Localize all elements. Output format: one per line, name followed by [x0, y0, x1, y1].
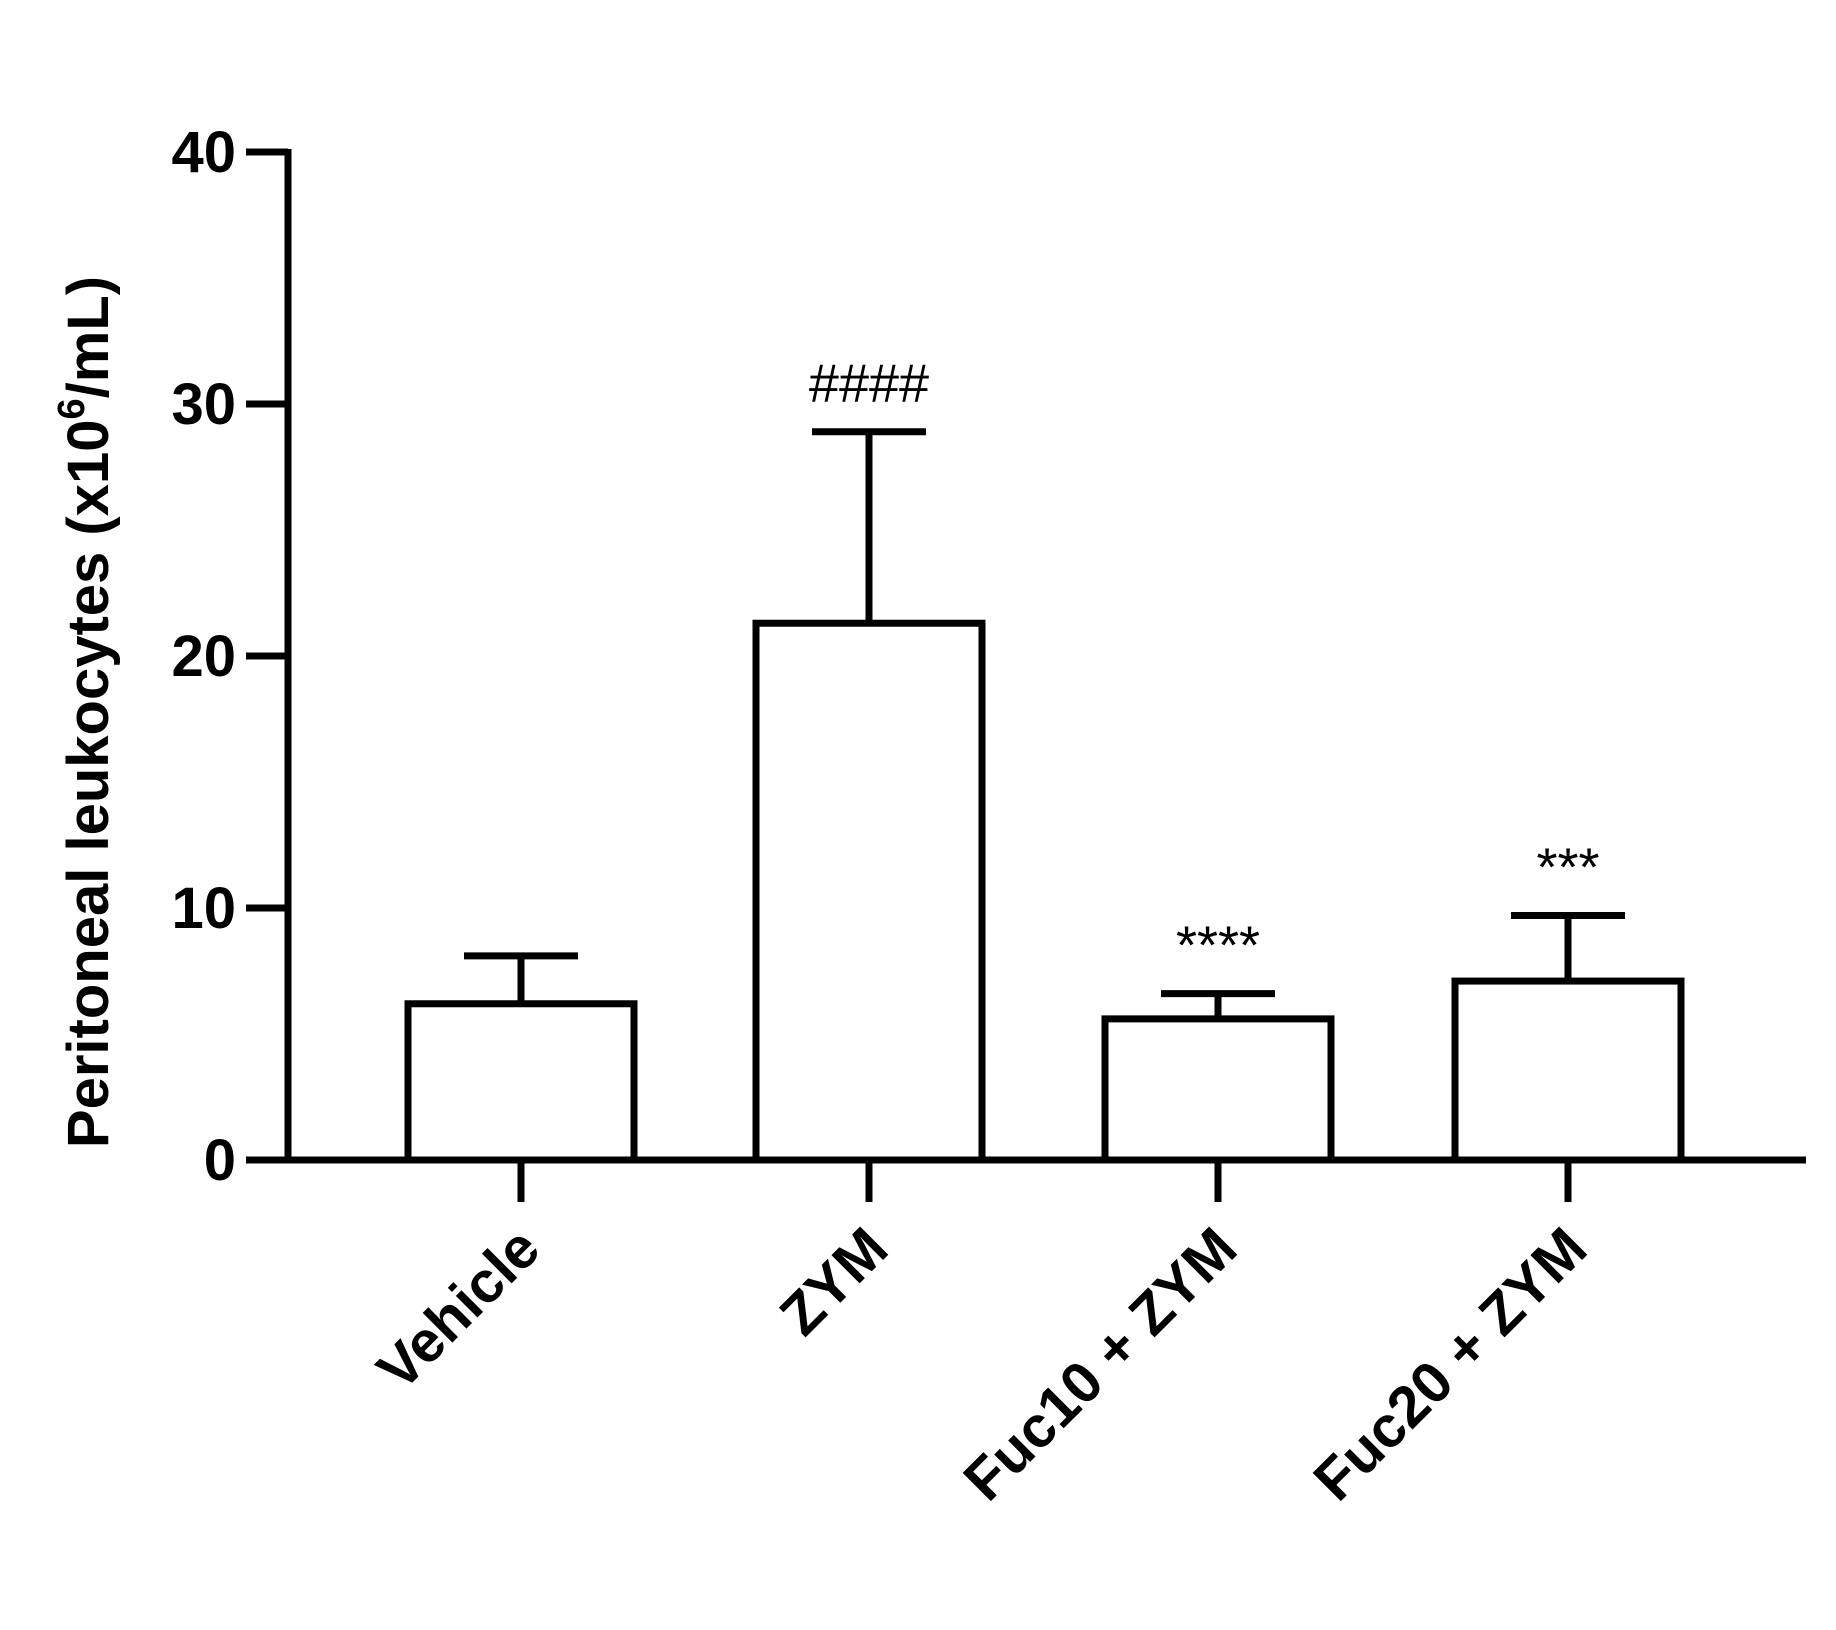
bar-vehicle: [404, 1000, 638, 1164]
bar-fuc10-zym: [1101, 1015, 1335, 1164]
significance-marker: ****: [1176, 916, 1260, 976]
x-tick-label: Vehicle: [365, 1215, 552, 1402]
bar-zym: [752, 619, 986, 1164]
y-tick-label: 40: [171, 120, 236, 185]
chart-marks: ####*******: [404, 354, 1685, 1164]
x-tick-label: ZYM: [768, 1215, 901, 1348]
chart-axes: 0 10 20 30 40 Vehicle ZYM Fuc10 + ZYM Fuc20 + ZY…: [171, 120, 1806, 1513]
y-tick-label: 20: [171, 624, 236, 689]
bar-fuc20-zym: [1451, 977, 1685, 1164]
x-tick-label: Fuc20 + ZYM: [1301, 1215, 1599, 1513]
y-tick-label: 30: [171, 372, 236, 437]
significance-marker: ***: [1536, 838, 1599, 898]
y-axis-label-suffix: /mL): [56, 276, 121, 398]
y-tick-label: 0: [204, 1128, 236, 1193]
y-axis-label: Peritoneal leukocytes (x106/mL): [51, 276, 121, 1148]
x-tick-label: Fuc10 + ZYM: [951, 1215, 1249, 1513]
y-axis-label-prefix: Peritoneal leukocytes (x10: [56, 420, 121, 1149]
significance-marker: ####: [809, 354, 929, 414]
y-axis-label-superscript: 6: [51, 398, 93, 419]
y-tick-label: 10: [171, 876, 236, 941]
